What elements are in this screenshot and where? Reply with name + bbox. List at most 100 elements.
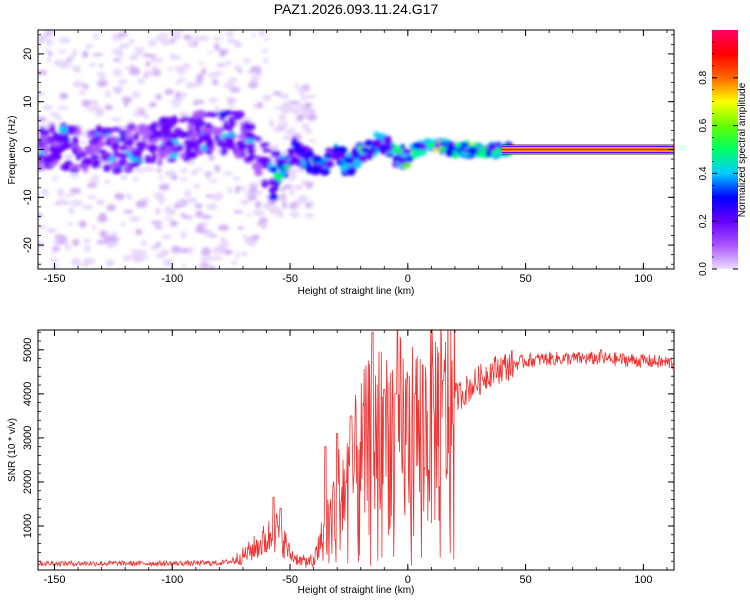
spectrogram-noise-blob xyxy=(105,259,115,266)
spectrogram-noise-blob xyxy=(58,92,69,100)
spectrogram-ridge-blob xyxy=(246,147,256,155)
spectrogram-noise-blob xyxy=(247,81,259,89)
spectrogram-noise-blob xyxy=(290,100,301,105)
spectrogram-noise-blob xyxy=(143,70,156,76)
snr-xtick-label: 50 xyxy=(519,574,531,586)
spectrogram-ridge-blob xyxy=(38,165,45,171)
colorbar: 0.0 0.2 0.4 0.6 0.8 Normalized spectral ampl… xyxy=(698,30,748,276)
spectrogram-noise-blob xyxy=(298,169,303,174)
spectrogram-noise-blob xyxy=(299,180,311,184)
spectrogram-noise-blob xyxy=(144,113,149,120)
spectrogram-ridge-blob xyxy=(192,110,203,117)
spectrogram-noise-blob xyxy=(142,53,152,58)
spectrogram-noise-blob xyxy=(293,184,303,191)
spectrogram-noise-blob xyxy=(123,66,134,70)
spectrogram-noise-blob xyxy=(197,61,205,66)
spectrogram-noise-blob xyxy=(194,203,203,209)
spectrogram-noise-blob xyxy=(292,168,297,176)
spectrogram-ridge-blob xyxy=(384,139,393,146)
spectrogram-ridge-blob xyxy=(306,161,312,169)
spectrogram-noise-blob xyxy=(121,96,133,104)
spectrogram-ridge-blob xyxy=(459,150,465,159)
spectrogram-noise-blob xyxy=(217,224,230,231)
spectrogram-noise-blob xyxy=(244,238,252,245)
spectrogram-ridge-blob xyxy=(131,149,142,158)
spectrogram-ridge-blob xyxy=(438,141,447,147)
spectrogram-ytick-label: 20 xyxy=(22,48,34,60)
spectrogram-noise-blob xyxy=(209,97,217,104)
spectrogram-ridge-blob xyxy=(88,138,100,146)
snr-ytick-label: 3000 xyxy=(22,426,34,450)
spectrogram-noise-blob xyxy=(226,96,236,102)
spectrogram-noise-blob xyxy=(78,90,86,96)
spectrogram-ridge-blob xyxy=(195,124,201,130)
spectrogram-noise-blob xyxy=(175,91,181,99)
spectrogram-noise-blob xyxy=(160,38,172,46)
spectrogram-noise-blob xyxy=(80,140,87,145)
spectrogram-ridge-blob xyxy=(244,138,256,144)
spectrogram-ridge-blob xyxy=(88,143,95,151)
spectrogram-noise-blob xyxy=(199,266,212,269)
spectrogram-noise-blob xyxy=(232,176,241,181)
spectrogram-ridge-blob xyxy=(298,147,306,154)
spectrogram-noise-blob xyxy=(207,50,214,55)
spectrogram-noise-blob xyxy=(70,257,81,266)
spectrogram-noise-blob xyxy=(299,90,305,97)
snr-panel: -150 -100 -50 0 50 100 1000 2000 3000 4000 5000 He… xyxy=(7,329,675,596)
spectrogram-noise-blob xyxy=(171,245,181,254)
spectrogram-noise-blob xyxy=(294,83,299,89)
spectrogram-ridge-blob xyxy=(109,136,119,144)
spectrogram-noise-blob xyxy=(51,246,61,252)
spectrogram-ridge-blob xyxy=(485,149,492,158)
spectrogram-ridge-blob xyxy=(132,162,140,168)
spectrogram-noise-blob xyxy=(178,111,189,118)
spectrogram-noise-blob xyxy=(109,231,118,238)
spectrogram-ridge-blob xyxy=(352,160,362,169)
spectrogram-noise-blob xyxy=(185,197,198,204)
spectrogram-noise-blob xyxy=(46,57,51,64)
spectrogram-noise-blob xyxy=(53,59,63,67)
spectrogram-noise-blob xyxy=(82,238,91,244)
spectrogram-ridge-blob xyxy=(220,141,226,150)
spectrogram-noise-blob xyxy=(86,106,98,112)
spectrogram-ridge-blob xyxy=(113,149,120,159)
spectrogram-ridge-blob xyxy=(240,128,248,134)
spectrogram-ridge-blob xyxy=(108,155,115,163)
spectrogram-noise-blob xyxy=(138,256,150,260)
spectrogram-ridge-blob xyxy=(412,142,423,150)
spectrogram-noise-blob xyxy=(197,167,202,172)
spectrogram-noise-blob xyxy=(201,214,213,220)
spectrogram-noise-blob xyxy=(55,116,63,121)
spectrogram-ridge-blob xyxy=(262,148,273,153)
spectrogram-ridge-blob xyxy=(87,158,93,165)
spectrogram-ridge-blob xyxy=(160,124,166,130)
spectrogram-noise-blob xyxy=(249,185,258,194)
spectrogram-ytick-label: -10 xyxy=(22,189,34,205)
spectrogram-ridge-blob xyxy=(119,145,128,151)
spectrogram-ridge-blob xyxy=(98,149,108,155)
spectrogram-noise-blob xyxy=(46,227,57,234)
spectrogram-ridge-blob xyxy=(181,116,190,121)
spectrogram-ridge-blob xyxy=(244,121,251,130)
snr-ytick-label: 2000 xyxy=(22,470,34,494)
spectrogram-noise-blob xyxy=(241,250,248,257)
spectrogram-noise-blob xyxy=(67,221,73,227)
spectrogram-noise-blob xyxy=(237,69,243,74)
spectrogram-noise-blob xyxy=(227,186,233,194)
spectrogram-noise-blob xyxy=(104,90,112,98)
spectrogram-ridge-blob xyxy=(117,152,129,160)
spectrogram-noise-blob xyxy=(201,247,211,252)
spectrogram-noise-blob xyxy=(214,164,221,173)
spectrogram-ridge-blob xyxy=(401,148,411,154)
snr-xtick-label: 100 xyxy=(634,574,652,586)
spectrogram-noise-blob xyxy=(117,32,129,37)
spectrogram-ridge-blob xyxy=(220,148,228,155)
spectrogram-ridge-blob xyxy=(176,131,188,138)
spectrogram-noise-blob xyxy=(251,33,256,38)
spectrogram-noise-blob xyxy=(131,91,141,98)
spectrogram-noise-blob xyxy=(143,74,149,78)
spectrogram-noise-blob xyxy=(56,105,69,110)
spectrogram-noise-blob xyxy=(82,50,89,59)
spectrogram-noise-blob xyxy=(51,251,56,256)
spectrogram-ridge-blob xyxy=(100,127,111,135)
